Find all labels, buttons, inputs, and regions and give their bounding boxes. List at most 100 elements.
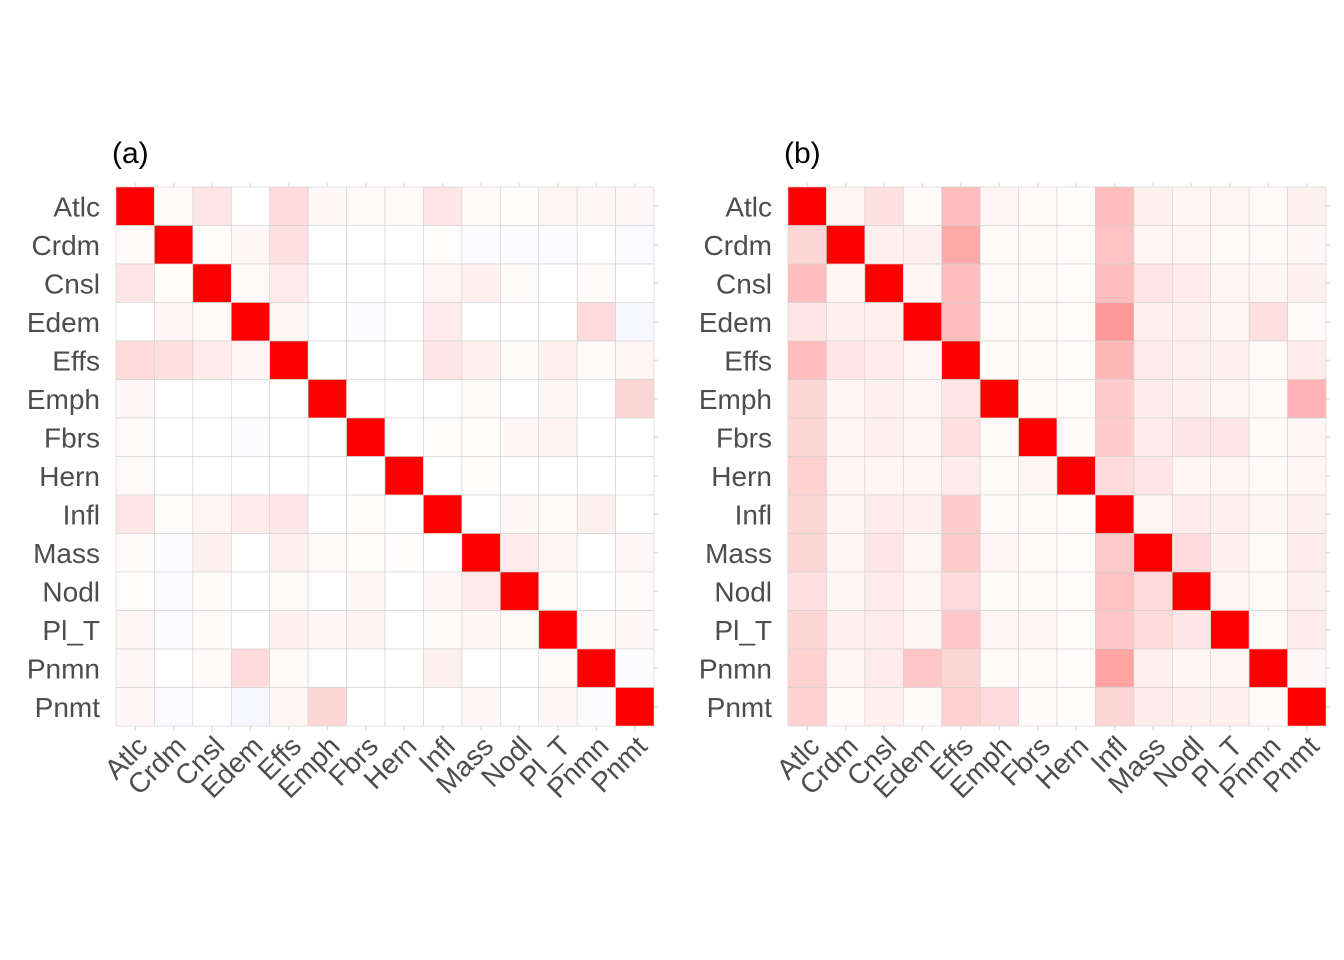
heatmap-cell (1248, 302, 1288, 342)
heatmap-cell (230, 225, 271, 265)
heatmap-cell (615, 417, 655, 457)
heatmap-cell (384, 533, 424, 573)
heatmap-cell (269, 687, 309, 727)
heatmap-cell (1248, 456, 1288, 496)
heatmap-cell (1095, 494, 1135, 534)
heatmap-cell (346, 302, 386, 342)
heatmap-cell (576, 379, 616, 419)
heatmap-cell (1056, 263, 1096, 303)
heatmap-cell (1210, 456, 1250, 496)
heatmap-cell (787, 379, 827, 419)
heatmap-cell (307, 648, 347, 688)
axis-ticks (806, 183, 1331, 731)
heatmap-cell (115, 417, 155, 457)
panel-title: (b) (784, 137, 821, 170)
heatmap-cell (1133, 456, 1173, 496)
heatmap-cell (979, 225, 1019, 265)
heatmap-cell (423, 648, 463, 688)
heatmap-cell (826, 263, 866, 303)
heatmap-cell (538, 417, 578, 457)
y-tick-label: Pl_T (42, 615, 100, 646)
heatmap-cell (499, 533, 540, 573)
y-tick-label: Pnmn (27, 653, 100, 684)
heatmap-cell (154, 494, 194, 534)
heatmap-cell (499, 456, 540, 496)
heatmap-cell (192, 456, 232, 496)
heatmap-cell (423, 225, 463, 265)
heatmap-cell (115, 687, 155, 727)
y-tick-label: Fbrs (716, 422, 772, 453)
heatmap-cell (1287, 648, 1327, 688)
heatmap-cell (346, 186, 386, 226)
heatmap-cell (787, 302, 827, 342)
heatmap-cell (1210, 379, 1250, 419)
heatmap-cell (615, 494, 655, 534)
heatmap-cell (1133, 494, 1173, 534)
heatmap-cell (941, 340, 981, 380)
heatmap-cell (499, 648, 540, 688)
heatmap-cell (826, 571, 866, 611)
heatmap-cell (864, 186, 904, 226)
heatmap-cell (346, 571, 386, 611)
heatmap-cell (230, 648, 271, 688)
heatmap-cell (307, 340, 347, 380)
heatmap-cell (1210, 648, 1250, 688)
heatmap-cell (346, 456, 386, 496)
heatmap-cell (615, 571, 655, 611)
heatmap-cell (576, 302, 616, 342)
heatmap-cell (979, 494, 1019, 534)
heatmap-cell (307, 225, 347, 265)
heatmap-cell (1172, 340, 1212, 380)
heatmap-cell (864, 610, 904, 650)
heatmap-cell (941, 571, 981, 611)
heatmap-cell (979, 379, 1019, 419)
heatmap-cell (1248, 571, 1288, 611)
heatmap-cell (1095, 648, 1135, 688)
heatmap-cell (1056, 648, 1096, 688)
heatmap-cell (1172, 648, 1212, 688)
heatmap-cell (1095, 379, 1135, 419)
heatmap-panel-1: (a) Atlc Crdm Cnsl Edem Effs Emph Fbrs Hern Infl M… (27, 137, 659, 804)
heatmap-cell (615, 533, 655, 573)
heatmap-cell (192, 571, 232, 611)
heatmap-cell (346, 494, 386, 534)
heatmap-cell (269, 225, 309, 265)
heatmap-cell (154, 610, 194, 650)
heatmap-cell (864, 302, 904, 342)
heatmap-cell (346, 225, 386, 265)
heatmap-cell (307, 494, 347, 534)
heatmap-cell (384, 340, 424, 380)
heatmap-cell (461, 225, 501, 265)
heatmap-cell (1210, 533, 1250, 573)
heatmap-cell (1287, 263, 1327, 303)
heatmap-cell (499, 186, 540, 226)
heatmap-cell (154, 302, 194, 342)
heatmap-cell (787, 610, 827, 650)
heatmap-cell (1210, 494, 1250, 534)
heatmap-cell (615, 263, 655, 303)
heatmap-cell (902, 340, 943, 380)
heatmap-cell (346, 687, 386, 727)
heatmap-cell (826, 417, 866, 457)
heatmap-cell (154, 340, 194, 380)
heatmap-cell (826, 186, 866, 226)
heatmap-cell (269, 456, 309, 496)
y-tick-label: Emph (27, 384, 100, 415)
y-tick-label: Effs (52, 345, 100, 376)
heatmap-cell (384, 225, 424, 265)
heatmap-cell (1056, 302, 1096, 342)
heatmap-cell (1287, 302, 1327, 342)
heatmap-cell (1248, 494, 1288, 534)
heatmap-cell (538, 533, 578, 573)
heatmap-cell (423, 340, 463, 380)
heatmap-cell (1056, 456, 1096, 496)
heatmap-cell (1133, 417, 1173, 457)
heatmap-cell (1018, 340, 1058, 380)
heatmap-cell (902, 533, 943, 573)
heatmap-cell (499, 340, 540, 380)
heatmap-cell (1056, 186, 1096, 226)
heatmap-cell (576, 225, 616, 265)
heatmap-cell (979, 340, 1019, 380)
heatmap-cell (1172, 571, 1212, 611)
x-tick-labels: AtlcCrdmCnslEdemEffsEmphFbrsHernInflMass… (99, 730, 654, 804)
